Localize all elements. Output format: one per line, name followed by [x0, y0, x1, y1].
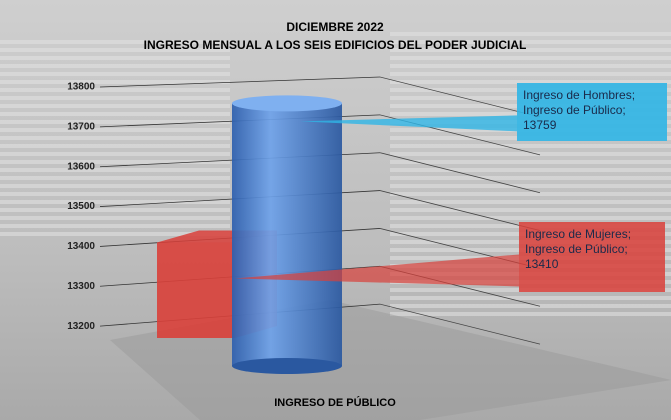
y-tick-label: 13500	[67, 201, 95, 212]
bar-top	[232, 95, 342, 111]
chart-title: DICIEMBRE 2022	[286, 20, 384, 34]
y-tick-label: 13800	[67, 82, 95, 93]
y-tick-label: 13600	[67, 161, 95, 172]
chart-page: DICIEMBRE 2022 INGRESO MENSUAL A LOS SEI…	[0, 0, 671, 420]
chart: DICIEMBRE 2022 INGRESO MENSUAL A LOS SEI…	[0, 0, 671, 420]
chart-subtitle: INGRESO MENSUAL A LOS SEIS EDIFICIOS DEL…	[144, 38, 527, 52]
data-label: Ingreso de Hombres; Ingreso de Público; …	[517, 83, 667, 141]
bar-base	[232, 358, 342, 374]
y-tick-label: 13300	[67, 281, 95, 292]
background-texture	[0, 40, 230, 240]
y-tick-label: 13200	[67, 321, 95, 332]
bar	[232, 103, 342, 366]
data-label: Ingreso de Mujeres; Ingreso de Público; …	[519, 222, 665, 292]
y-tick-label: 13700	[67, 121, 95, 132]
x-tick-label: INGRESO DE PÚBLICO	[274, 396, 396, 409]
y-tick-label: 13400	[67, 241, 95, 252]
bar	[157, 242, 235, 338]
